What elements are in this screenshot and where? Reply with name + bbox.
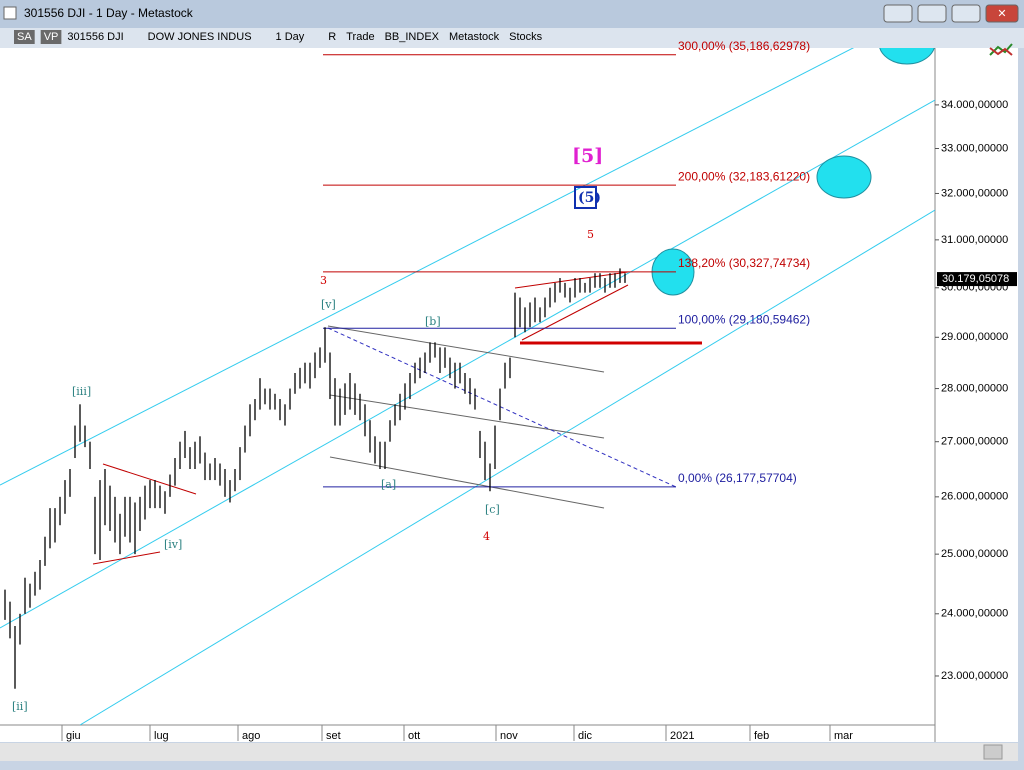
x-tick-label: lug xyxy=(154,730,169,742)
triangle-line xyxy=(102,463,197,495)
app-icon xyxy=(3,6,17,20)
chart-icon xyxy=(989,43,1013,56)
toolbar-item: 301556 DJI xyxy=(67,31,123,43)
triangle-line xyxy=(92,551,161,565)
triangle-line xyxy=(514,271,629,289)
y-tick-label: 27.000,00000 xyxy=(941,436,1008,448)
target-circle xyxy=(879,48,935,65)
fib-label: 300,00% (35,186,62978) xyxy=(678,39,810,53)
channel-line xyxy=(0,99,935,629)
restore-button[interactable] xyxy=(883,4,913,23)
close-button[interactable] xyxy=(985,4,1019,23)
toolbar-item: Stocks xyxy=(509,31,543,43)
minimize-button[interactable] xyxy=(917,4,947,23)
wave-label: (5) xyxy=(578,190,601,206)
wave-label: [ii] xyxy=(12,700,28,713)
wave-label: 5 xyxy=(587,228,594,241)
wave-label: [b] xyxy=(425,315,441,328)
toolbar-item: 1 Day xyxy=(276,31,305,43)
toolbar-item: Trade xyxy=(346,31,374,43)
y-tick-label: 25.000,00000 xyxy=(941,548,1008,560)
wave-label: [iii] xyxy=(72,385,91,398)
last-price-label: 30.179,05078 xyxy=(942,273,1009,285)
fib-label: 0,00% (26,177,57704) xyxy=(678,471,797,485)
y-tick-label: 32.000,00000 xyxy=(941,187,1008,199)
y-tick-label: 26.000,00000 xyxy=(941,491,1008,503)
channel-line xyxy=(0,48,855,486)
toolbar-button[interactable] xyxy=(14,30,35,44)
x-tick-label: nov xyxy=(500,730,518,742)
trend-line xyxy=(327,325,605,373)
toolbar-item: VP xyxy=(44,31,59,43)
trend-line xyxy=(329,394,605,439)
wave-label: 4 xyxy=(483,530,490,543)
y-tick-label: 33.000,00000 xyxy=(941,142,1008,154)
y-tick-label: 23.000,00000 xyxy=(941,670,1008,682)
fib-label: 138,20% (30,327,74734) xyxy=(678,256,810,270)
toolbar-item: R xyxy=(328,31,336,43)
y-tick-label: 31.000,00000 xyxy=(941,234,1008,246)
wave-label: [iv] xyxy=(164,538,182,551)
x-tick-label: 2021 xyxy=(670,730,694,742)
wave-label: [v] xyxy=(321,298,336,311)
last-price-box xyxy=(937,272,1017,287)
trend-line xyxy=(329,456,605,509)
fib-label: 100,00% (29,180,59462) xyxy=(678,312,810,326)
scroll-thumb[interactable] xyxy=(983,744,1003,760)
y-tick-label: 28.000,00000 xyxy=(941,382,1008,394)
target-circle xyxy=(816,155,872,199)
y-tick-label: 24.000,00000 xyxy=(941,608,1008,620)
toolbar-item: BB_INDEX xyxy=(385,31,440,43)
toolbar-item: DOW JONES INDUS xyxy=(148,31,252,43)
close-icon: ✕ xyxy=(997,8,1006,20)
x-tick-label: giu xyxy=(66,730,81,742)
x-tick-label: ott xyxy=(408,730,420,742)
channel-line xyxy=(79,209,935,725)
window-title: 301556 DJI - 1 Day - Metastock xyxy=(24,6,194,20)
x-tick-label: mar xyxy=(834,730,853,742)
toolbar-item: SA xyxy=(17,31,32,43)
x-tick-label: dic xyxy=(578,730,593,742)
maximize-button[interactable] xyxy=(951,4,981,23)
drawings xyxy=(0,48,935,725)
toolbar-item: Metastock xyxy=(449,31,500,43)
scrollbar[interactable] xyxy=(0,743,1018,761)
y-tick-label: 29.000,00000 xyxy=(941,331,1008,343)
y-tick-label: 34.000,00000 xyxy=(941,99,1008,111)
toolbar-button[interactable] xyxy=(40,30,62,44)
wave-label: [a] xyxy=(381,478,396,491)
triangle-line xyxy=(521,284,629,341)
fib-label: 200,00% (32,183,61220) xyxy=(678,169,810,183)
wave-label: 3 xyxy=(320,274,327,287)
chart-area xyxy=(0,48,1018,742)
x-tick-label: set xyxy=(326,730,341,742)
title-bar xyxy=(0,0,1024,28)
toolbar xyxy=(0,28,1024,48)
label-box xyxy=(574,186,597,209)
wave-label: [c] xyxy=(485,503,500,516)
x-tick-label: ago xyxy=(242,730,260,742)
wave-label: [5] xyxy=(572,145,603,167)
dashed-line xyxy=(327,327,677,488)
x-tick-label: feb xyxy=(754,730,769,742)
